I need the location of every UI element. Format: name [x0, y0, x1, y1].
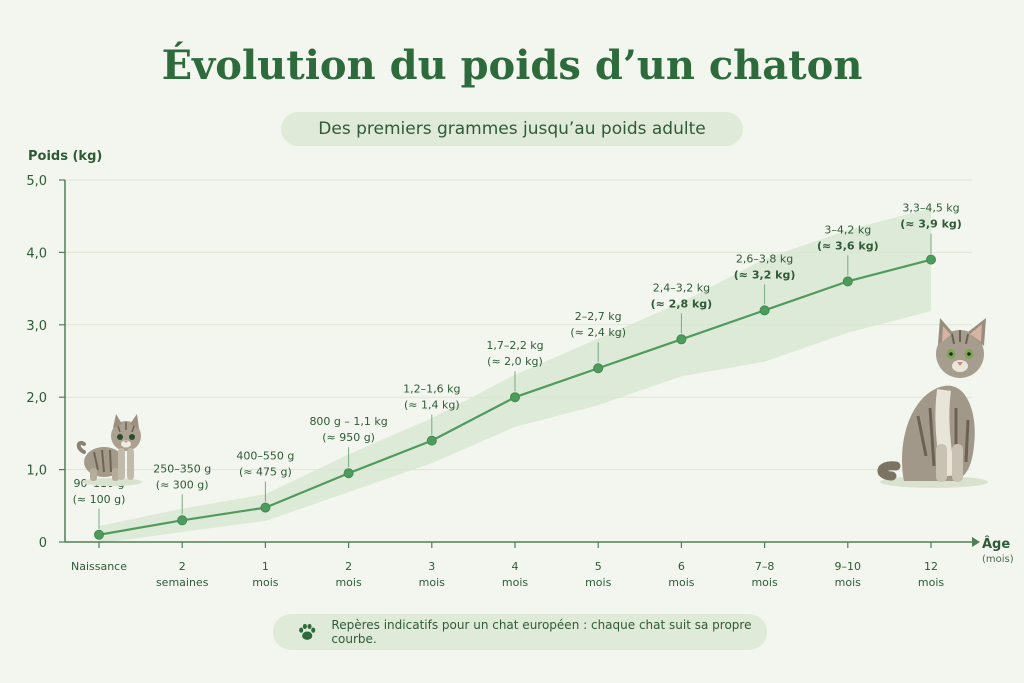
x-tick-label: 2 — [345, 560, 352, 573]
x-tick-label: 2 — [179, 560, 186, 573]
x-tick-label: mois — [502, 576, 529, 589]
y-tick-label: 2,0 — [26, 391, 47, 406]
data-point — [842, 276, 853, 287]
data-label-range: 2,6–3,8 kg — [736, 252, 793, 265]
x-tick-label: 12 — [924, 560, 938, 573]
x-tick-label: mois — [419, 576, 446, 589]
y-axis-title: Poids (kg) — [28, 149, 102, 164]
x-tick-label: mois — [585, 576, 612, 589]
footer-note: Repères indicatifs pour un chat européen… — [273, 614, 767, 650]
data-label-approx: (≈ 3,2 kg) — [734, 268, 796, 281]
x-tick-label: 5 — [595, 560, 602, 573]
data-point — [593, 363, 604, 374]
x-axis-title: Âge — [982, 536, 1010, 552]
data-label-approx: (≈ 100 g) — [73, 493, 126, 506]
y-tick-label: 3,0 — [26, 319, 47, 334]
x-tick-label: 7–8 — [755, 560, 775, 573]
data-point — [426, 435, 437, 446]
x-tick-label: Naissance — [71, 560, 127, 573]
x-tick-labels: Naissance 2 semaines 1 mois 2 mois 3 mois 4 mois 5 m… — [71, 542, 944, 589]
data-label-approx: (≈ 2,8 kg) — [651, 297, 713, 310]
data-label-approx: (≈ 300 g) — [156, 478, 209, 491]
data-label-range: 2,4–3,2 kg — [653, 281, 710, 294]
data-label-range: 3–4,2 kg — [824, 223, 871, 236]
y-tick-label: 4,0 — [26, 246, 47, 261]
data-point — [343, 468, 354, 479]
chart-axes: Poids (kg) Âge (mois) — [28, 149, 1014, 565]
data-point — [177, 515, 188, 526]
x-tick-label: 4 — [512, 560, 519, 573]
x-tick-label: 9–10 — [835, 560, 862, 573]
paw-icon — [299, 623, 316, 640]
x-tick-label: mois — [252, 576, 279, 589]
x-tick-label: 1 — [262, 560, 269, 573]
x-tick-label: mois — [918, 576, 945, 589]
y-tick-label: 1,0 — [26, 464, 47, 479]
data-label-range: 800 g – 1,1 kg — [309, 415, 387, 428]
data-label-approx: (≈ 1,4 kg) — [404, 399, 460, 412]
x-axis-arrow — [972, 537, 980, 547]
y-tick-label: 0 — [39, 536, 47, 551]
x-tick-label: mois — [751, 576, 778, 589]
adult-cat-illustration — [877, 318, 988, 488]
data-point — [759, 305, 770, 316]
footer-note-text: Repères indicatifs pour un chat européen… — [331, 618, 752, 646]
x-tick-label: mois — [835, 576, 862, 589]
weight-series — [94, 254, 936, 540]
data-point — [510, 392, 520, 403]
kitten-illustration — [76, 414, 142, 486]
data-label-approx: (≈ 3,9 kg) — [900, 218, 962, 231]
data-label-approx: (≈ 950 g) — [322, 431, 375, 444]
x-tick-label: 3 — [428, 560, 435, 573]
data-label-approx: (≈ 2,0 kg) — [487, 355, 543, 368]
data-label-range: 1,7–2,2 kg — [486, 339, 543, 352]
x-tick-label: mois — [335, 576, 362, 589]
y-tick-label: 5,0 — [26, 174, 47, 189]
data-label-approx: (≈ 3,6 kg) — [817, 239, 879, 252]
data-label-approx: (≈ 475 g) — [239, 466, 292, 479]
page-subtitle: Des premiers grammes jusqu’au poids adul… — [281, 112, 743, 146]
page-title: Évolution du poids d’un chaton — [161, 42, 863, 89]
data-point — [926, 254, 936, 265]
data-labels: 90–110 g(≈ 100 g)250–350 g(≈ 300 g)400–5… — [73, 202, 962, 529]
data-point — [260, 502, 271, 513]
data-label-range: 250–350 g — [153, 462, 211, 475]
x-tick-label: 6 — [678, 560, 685, 573]
data-label-range: 3,3–4,5 kg — [902, 202, 959, 215]
data-label-range: 2–2,7 kg — [575, 310, 622, 323]
x-tick-label: semaines — [156, 576, 209, 589]
data-point — [676, 334, 687, 345]
data-point — [94, 529, 104, 540]
y-tick-labels: 0 1,0 2,0 3,0 4,0 5,0 — [26, 174, 65, 551]
data-label-range: 400–550 g — [236, 450, 294, 463]
data-label-approx: (≈ 2,4 kg) — [570, 326, 626, 339]
data-label-range: 1,2–1,6 kg — [403, 383, 460, 396]
x-tick-label: mois — [668, 576, 695, 589]
x-axis-unit: (mois) — [982, 554, 1014, 565]
